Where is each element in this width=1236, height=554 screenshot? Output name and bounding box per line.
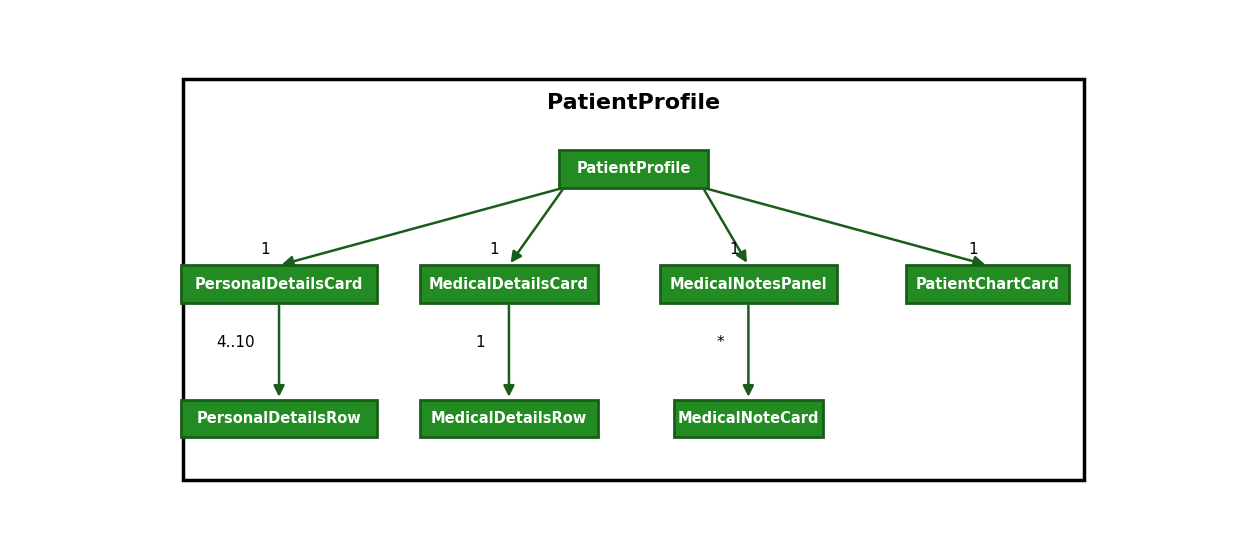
Text: MedicalDetailsCard: MedicalDetailsCard bbox=[429, 276, 588, 291]
Text: PatientProfile: PatientProfile bbox=[576, 161, 691, 176]
Text: 1: 1 bbox=[969, 242, 979, 257]
FancyBboxPatch shape bbox=[674, 399, 823, 437]
Text: PatientChartCard: PatientChartCard bbox=[916, 276, 1059, 291]
Text: PatientProfile: PatientProfile bbox=[546, 93, 721, 113]
FancyBboxPatch shape bbox=[180, 265, 377, 303]
FancyBboxPatch shape bbox=[180, 399, 377, 437]
Text: 4..10: 4..10 bbox=[216, 335, 255, 350]
Text: 1: 1 bbox=[476, 335, 485, 350]
Text: MedicalDetailsRow: MedicalDetailsRow bbox=[431, 411, 587, 426]
Text: 1: 1 bbox=[489, 242, 499, 257]
Text: MedicalNoteCard: MedicalNoteCard bbox=[677, 411, 819, 426]
Text: 1: 1 bbox=[729, 242, 739, 257]
Text: PersonalDetailsRow: PersonalDetailsRow bbox=[197, 411, 361, 426]
Text: 1: 1 bbox=[260, 242, 269, 257]
FancyBboxPatch shape bbox=[559, 150, 708, 188]
Text: PersonalDetailsCard: PersonalDetailsCard bbox=[195, 276, 363, 291]
FancyBboxPatch shape bbox=[660, 265, 837, 303]
FancyBboxPatch shape bbox=[420, 265, 597, 303]
FancyBboxPatch shape bbox=[906, 265, 1069, 303]
FancyBboxPatch shape bbox=[420, 399, 597, 437]
Text: MedicalNotesPanel: MedicalNotesPanel bbox=[670, 276, 827, 291]
Text: *: * bbox=[717, 335, 724, 350]
